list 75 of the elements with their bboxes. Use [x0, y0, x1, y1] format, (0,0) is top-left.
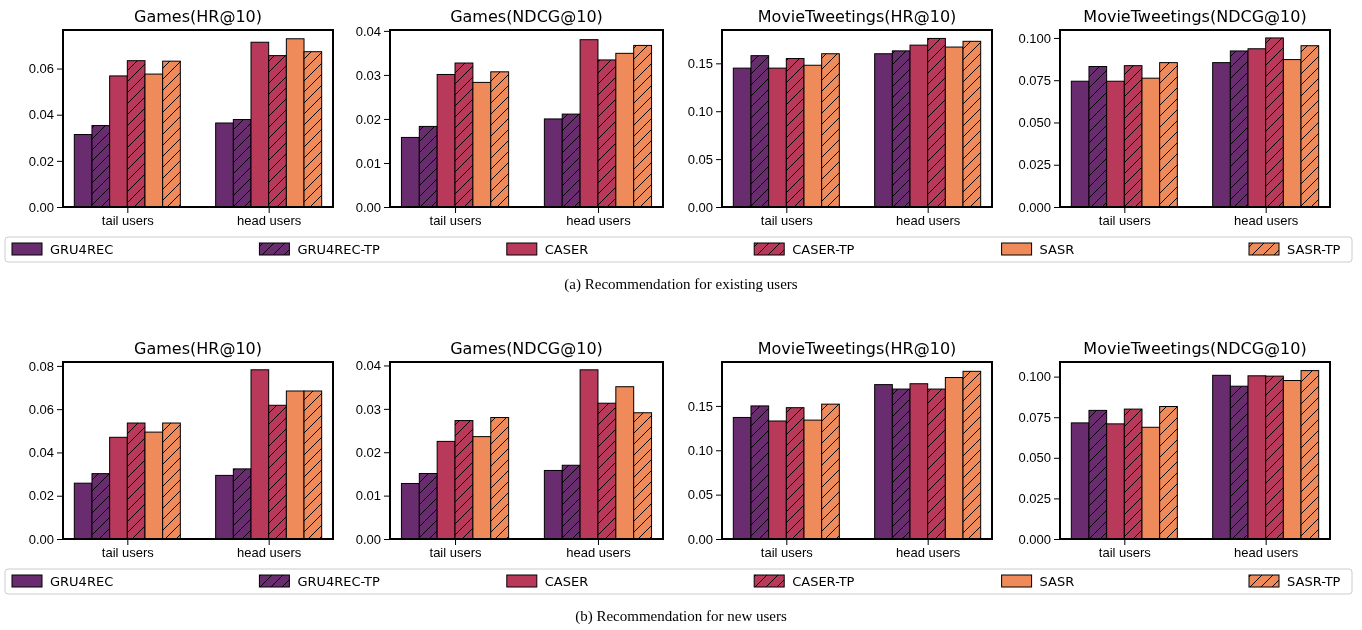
legend-label: GRU4REC-TP [297, 242, 381, 257]
x-tick-label: tail users [1098, 213, 1152, 229]
y-tick-label: 0.02 [355, 111, 381, 127]
x-tick-label: head users [237, 545, 302, 561]
x-tick-label: head users [896, 545, 961, 561]
y-tick-label: 0.00 [355, 199, 381, 215]
y-tick-label: 0.10 [687, 442, 713, 458]
y-tick-label: 0.00 [28, 531, 54, 547]
y-tick-label: 0.05 [687, 487, 713, 503]
text: (b) Recommendation for new users [575, 608, 787, 625]
x-tick-label: tail users [760, 545, 814, 561]
text: (a) Recommendation for existing users [564, 276, 798, 293]
chart-title: Games(NDCG@10) [450, 339, 603, 358]
y-tick-label: 0.03 [355, 67, 381, 83]
chart-title: Games(HR@10) [134, 7, 262, 26]
chart-title: MovieTweetings(NDCG@10) [1083, 7, 1307, 26]
y-tick-label: 0.06 [28, 61, 54, 77]
y-tick-label: 0.15 [687, 398, 713, 414]
chart-title: MovieTweetings(HR@10) [757, 7, 957, 26]
y-tick-label: 0.01 [355, 488, 381, 504]
x-tick-label: head users [1234, 213, 1299, 229]
y-tick-label: 0.075 [1018, 72, 1051, 88]
legend-label: SASR [1039, 574, 1075, 589]
y-tick-label: 0.04 [28, 445, 54, 461]
y-tick-label: 0.10 [687, 103, 713, 119]
y-tick-label: 0.00 [355, 531, 381, 547]
y-tick-label: 0.08 [28, 358, 54, 374]
legend-label: SASR-TP [1287, 242, 1341, 257]
legend-label: CASER [544, 574, 589, 589]
legend-label: SASR-TP [1287, 574, 1341, 589]
y-tick-label: 0.075 [1018, 409, 1051, 425]
y-tick-label: 0.04 [28, 107, 54, 123]
legend-label: CASER [544, 242, 589, 257]
legend-label: GRU4REC [50, 574, 114, 589]
x-tick-label: head users [566, 213, 632, 229]
legend-label: GRU4REC [50, 242, 114, 257]
y-tick-label: 0.02 [28, 488, 54, 504]
y-tick-label: 0.100 [1018, 369, 1051, 385]
y-tick-label: 0.05 [687, 151, 713, 167]
y-tick-label: 0.02 [355, 444, 381, 460]
y-tick-label: 0.025 [1018, 491, 1051, 507]
y-tick-label: 0.025 [1018, 157, 1051, 173]
y-tick-label: 0.15 [687, 55, 713, 71]
x-tick-label: tail users [1098, 545, 1152, 561]
y-tick-label: 0.050 [1018, 115, 1051, 131]
x-tick-label: tail users [101, 545, 155, 561]
x-tick-label: tail users [101, 213, 155, 229]
legend-label: GRU4REC-TP [297, 574, 381, 589]
legend-label: SASR [1039, 242, 1075, 257]
y-tick-label: 0.02 [28, 153, 54, 169]
y-tick-label: 0.000 [1018, 199, 1051, 215]
x-tick-label: head users [896, 213, 961, 229]
chart-title: MovieTweetings(HR@10) [757, 339, 957, 358]
legend-label: CASER-TP [792, 574, 855, 589]
chart-title: Games(HR@10) [134, 339, 262, 358]
y-tick-label: 0.00 [687, 531, 713, 547]
y-tick-label: 0.050 [1018, 450, 1051, 466]
y-tick-label: 0.00 [687, 199, 713, 215]
y-tick-label: 0.04 [355, 23, 381, 39]
y-tick-label: 0.04 [355, 358, 381, 374]
y-tick-label: 0.000 [1018, 531, 1051, 547]
y-tick-label: 0.00 [28, 199, 54, 215]
x-tick-label: head users [566, 545, 632, 561]
x-tick-label: head users [1234, 545, 1299, 561]
y-tick-label: 0.01 [355, 155, 381, 171]
chart-title: Games(NDCG@10) [450, 7, 603, 26]
x-tick-label: tail users [429, 545, 483, 561]
y-tick-label: 0.03 [355, 401, 381, 417]
legend-label: CASER-TP [792, 242, 855, 257]
x-tick-label: tail users [760, 213, 814, 229]
x-tick-label: head users [237, 213, 302, 229]
y-tick-label: 0.06 [28, 401, 54, 417]
chart-title: MovieTweetings(NDCG@10) [1083, 339, 1307, 358]
y-tick-label: 0.100 [1018, 30, 1051, 46]
x-tick-label: tail users [429, 213, 483, 229]
